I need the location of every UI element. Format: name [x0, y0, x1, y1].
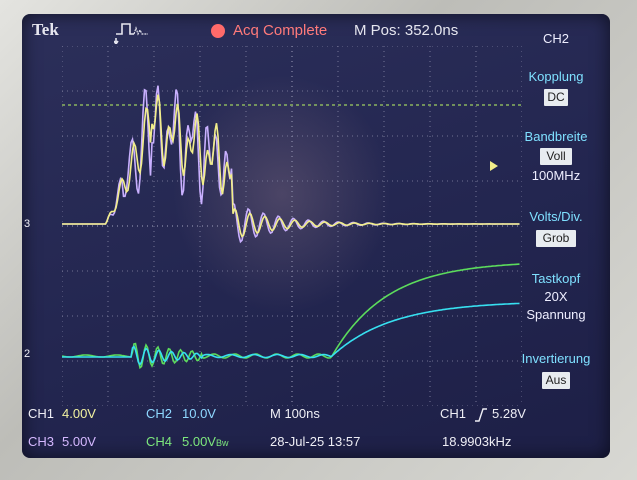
- ch4-scale-value: 5.00V: [182, 434, 216, 449]
- trigger-position-icon: [114, 23, 148, 44]
- trigger-frequency: 18.9903kHz: [442, 434, 512, 449]
- ch3-ground-marker: 3: [24, 218, 31, 230]
- probe-title[interactable]: Tastkopf: [531, 271, 581, 286]
- trigger-level: 5.28V: [492, 406, 526, 421]
- ch3-label: CH3: [28, 434, 55, 449]
- waveform-graticule: [62, 46, 522, 406]
- date-time: 28-Jul-25 13:57: [270, 434, 361, 449]
- m-pos-value: 352.0ns: [404, 22, 459, 39]
- acquisition-status: Acq Complete: [233, 22, 328, 39]
- ch1-scale: 4.00V: [62, 406, 96, 421]
- invert-value[interactable]: Aus: [542, 372, 570, 389]
- ch3-scale: 5.00V: [62, 434, 96, 449]
- coupling-title[interactable]: Kopplung: [528, 69, 584, 84]
- invert-title[interactable]: Invertierung: [521, 351, 591, 366]
- grid-lines: [62, 46, 522, 406]
- horizontal-position: M Pos: 352.0ns: [354, 22, 458, 39]
- waveform-ch2: [62, 302, 520, 366]
- timebase: M 100ns: [270, 406, 320, 421]
- rising-edge-icon: [475, 408, 487, 422]
- brand-logo: Tek: [32, 20, 59, 39]
- top-status-bar: Tek Acq Complete M Pos: 352.0ns: [22, 14, 610, 48]
- ch2-label: CH2: [146, 406, 173, 421]
- bandwidth-value[interactable]: Voll: [540, 148, 572, 165]
- ch2-scale: 10.0V: [182, 406, 216, 421]
- oscilloscope-screen: Tek Acq Complete M Pos: 352.0ns 3 2 CH2 …: [22, 14, 610, 458]
- probe-type: Spannung: [526, 307, 586, 322]
- ch2-ground-marker: 2: [24, 348, 31, 360]
- coupling-value[interactable]: DC: [544, 89, 568, 106]
- ch4-bw-limit: Bw: [215, 438, 229, 448]
- bandwidth-frequency: 100MHz: [531, 168, 581, 183]
- volts-div-value[interactable]: Grob: [536, 230, 576, 247]
- acquisition-dot-icon: [211, 24, 225, 38]
- menu-channel-title: CH2: [542, 31, 569, 46]
- channel-side-menu: CH2 Kopplung DC Bandbreite Voll 100MHz V…: [502, 14, 610, 414]
- arrow-down-icon: [114, 38, 119, 44]
- ch4-scale: 5.00VBw: [182, 434, 229, 449]
- probe-ratio: 20X: [544, 289, 568, 304]
- volts-div-title[interactable]: Volts/Div.: [529, 209, 583, 224]
- trigger-level-arrow-icon: [490, 161, 498, 171]
- trigger-source: CH1: [440, 406, 467, 421]
- waveform-ch1: [62, 94, 520, 238]
- waveform-ch4: [62, 263, 520, 370]
- bandwidth-title[interactable]: Bandbreite: [524, 129, 588, 144]
- ch1-label: CH1: [28, 406, 55, 421]
- m-pos-label: M Pos:: [354, 22, 401, 39]
- ch4-label: CH4: [146, 434, 173, 449]
